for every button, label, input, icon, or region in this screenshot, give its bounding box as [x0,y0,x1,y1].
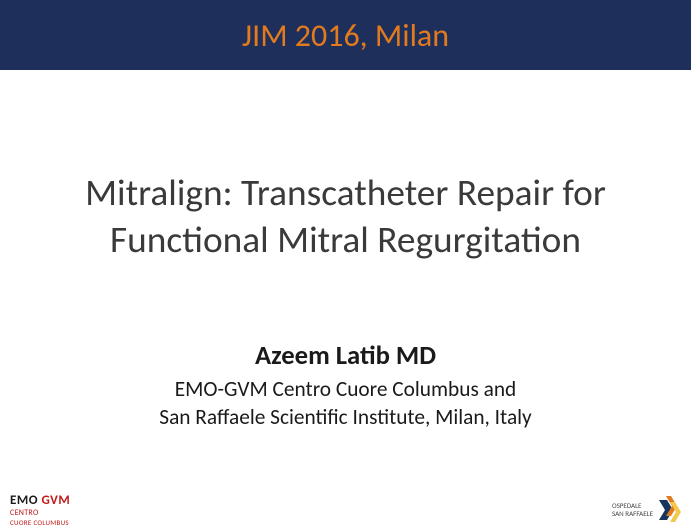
affiliation-line-1: EMO-GVM Centro Cuore Columbus and [60,376,631,404]
affiliation-line-2: San Raffaele Scientific Institute, Milan… [60,404,631,432]
logo-left-subtitle-2: CUORE COLUMBUS [10,519,69,526]
logo-right-line-2: SAN RAFFAELE [612,510,653,518]
emo-gvm-logo: EMO GVM CENTRO CUORE COLUMBUS [10,494,70,526]
title-line-1: Mitralign: Transcatheter Repair for [60,170,631,217]
header-band: JIM 2016, Milan [0,0,691,70]
logo-left-main: EMO GVM [10,494,70,507]
title-line-2: Functional Mitral Regurgitation [60,217,631,264]
conference-title: JIM 2016, Milan [242,16,449,55]
author-block: Azeem Latib MD EMO-GVM Centro Cuore Colu… [60,340,631,431]
logo-gvm-text: GVM [41,493,70,508]
author-affiliation: EMO-GVM Centro Cuore Columbus and San Ra… [60,376,631,431]
chevron-logo-icon [659,496,681,524]
logo-right-text: OSPEDALE SAN RAFFAELE [612,502,653,517]
author-name: Azeem Latib MD [60,340,631,372]
logo-emo-text: EMO [10,493,38,508]
san-raffaele-logo: OSPEDALE SAN RAFFAELE [612,496,681,524]
presentation-slide: JIM 2016, Milan Mitralign: Transcatheter… [0,0,691,532]
logo-left-subtitle-1: CENTRO [10,509,39,517]
slide-title: Mitralign: Transcatheter Repair for Func… [60,170,631,263]
